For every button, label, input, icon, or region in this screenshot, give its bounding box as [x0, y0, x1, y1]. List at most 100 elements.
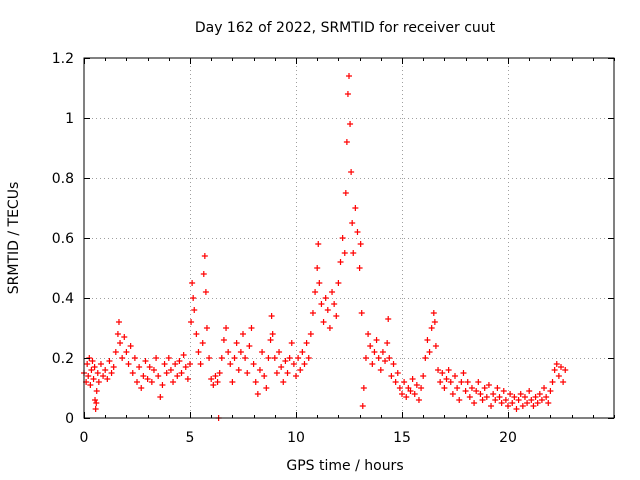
x-tick-label: 10 — [287, 430, 305, 446]
x-axis-label: GPS time / hours — [286, 458, 403, 474]
data-point — [163, 370, 170, 376]
data-point — [333, 313, 340, 319]
data-point — [252, 379, 259, 385]
data-point — [146, 364, 153, 370]
data-point — [84, 361, 91, 367]
data-point — [447, 379, 454, 385]
data-point — [547, 388, 554, 394]
data-point — [95, 379, 102, 385]
data-point — [553, 361, 560, 367]
data-point — [121, 334, 128, 340]
data-point — [193, 331, 200, 337]
data-point — [108, 370, 115, 376]
chart-title: Day 162 of 2022, SRMTID for receiver cuu… — [195, 20, 496, 36]
data-point — [256, 367, 263, 373]
data-point — [138, 385, 145, 391]
data-point — [148, 379, 155, 385]
x-tick-label: 0 — [80, 430, 89, 446]
data-point — [127, 343, 134, 349]
data-point — [528, 397, 535, 403]
data-point — [201, 253, 208, 259]
data-point — [301, 361, 308, 367]
data-point — [322, 295, 329, 301]
data-point — [509, 400, 516, 406]
data-point — [538, 397, 545, 403]
data-point — [106, 358, 113, 364]
data-point — [541, 385, 548, 391]
data-point — [346, 73, 352, 79]
data-point — [545, 400, 552, 406]
data-point — [324, 307, 331, 313]
data-point — [347, 121, 354, 127]
data-point — [170, 379, 177, 385]
data-point — [155, 373, 162, 379]
data-point — [225, 349, 232, 355]
data-point — [375, 355, 382, 361]
data-point — [229, 379, 236, 385]
data-point — [246, 343, 253, 349]
data-point — [562, 367, 569, 373]
data-point — [485, 382, 492, 388]
y-tick-label: 0.4 — [52, 291, 74, 307]
data-point — [392, 379, 399, 385]
data-point — [403, 394, 410, 400]
data-point — [263, 385, 270, 391]
data-point — [498, 400, 505, 406]
data-point — [430, 310, 437, 316]
data-point — [273, 370, 280, 376]
data-point — [305, 355, 312, 361]
data-point — [318, 301, 325, 307]
data-point — [337, 259, 344, 265]
data-point — [502, 397, 509, 403]
data-point — [343, 139, 350, 145]
data-point — [526, 388, 533, 394]
data-point — [94, 370, 101, 376]
data-point — [290, 361, 297, 367]
data-point — [519, 403, 526, 409]
data-point — [344, 91, 351, 97]
data-point — [441, 385, 448, 391]
data-point — [117, 340, 124, 346]
data-point — [150, 367, 157, 373]
data-point — [208, 376, 215, 382]
x-tick-label: 5 — [186, 430, 195, 446]
data-point — [293, 373, 299, 379]
x-tick-label: 15 — [393, 430, 411, 446]
ticks-layer: 0 5 10 15 20 0 0.2 0.4 0.6 0.8 1 1.2 — [52, 51, 615, 446]
y-tick-label: 0 — [65, 411, 74, 427]
data-point — [187, 361, 193, 367]
data-point — [180, 352, 187, 358]
data-point — [488, 403, 495, 409]
data-point — [418, 385, 425, 391]
data-point — [214, 379, 221, 385]
data-point — [359, 403, 366, 409]
data-point — [432, 343, 439, 349]
data-point — [437, 379, 444, 385]
data-point — [379, 349, 386, 355]
data-point — [475, 379, 482, 385]
data-point — [85, 373, 92, 379]
data-point — [536, 391, 543, 397]
data-point — [297, 367, 304, 373]
data-point — [161, 361, 168, 367]
data-point — [401, 379, 408, 385]
data-point — [114, 331, 121, 337]
data-point — [123, 349, 130, 355]
data-point — [197, 361, 204, 367]
data-point — [144, 376, 151, 382]
data-point — [100, 373, 107, 379]
data-point — [286, 355, 293, 361]
data-point — [303, 340, 310, 346]
data-point — [360, 385, 367, 391]
data-point — [356, 265, 363, 271]
data-point — [413, 382, 420, 388]
y-tick-label: 1.2 — [52, 51, 74, 67]
data-point — [93, 400, 100, 406]
data-point — [560, 379, 567, 385]
data-point — [443, 376, 450, 382]
data-point — [415, 397, 422, 403]
data-point — [494, 385, 501, 391]
data-point — [220, 337, 227, 343]
data-point — [456, 397, 463, 403]
data-point — [248, 325, 255, 331]
